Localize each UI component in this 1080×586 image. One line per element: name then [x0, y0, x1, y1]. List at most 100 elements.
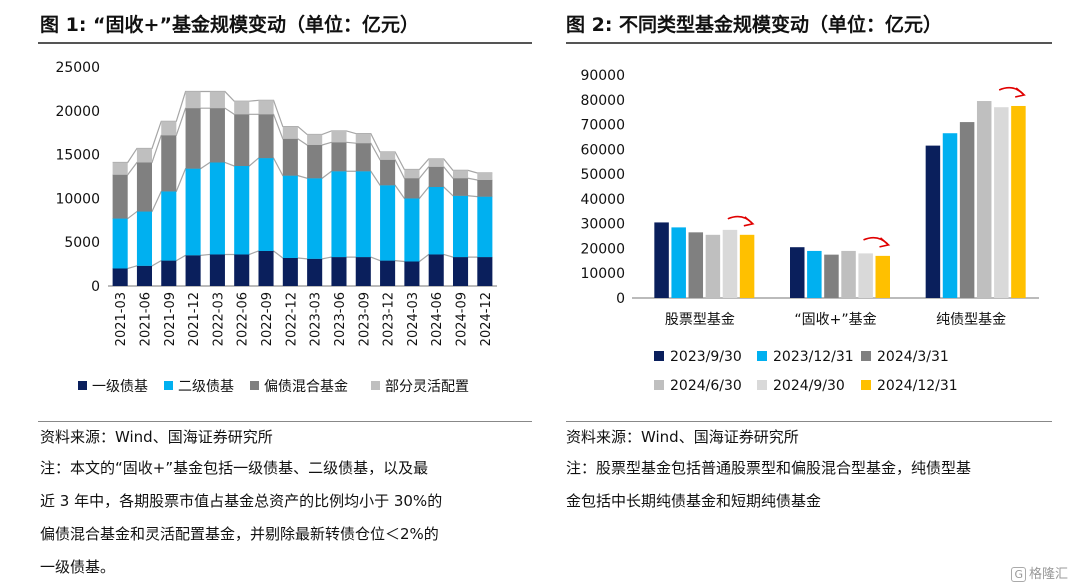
x-tick-label: 股票型基金 [665, 311, 735, 328]
x-tick-label: 2024-03 [406, 292, 421, 346]
bar-segment [404, 178, 420, 199]
bar-segment [452, 195, 469, 258]
bar-segment [477, 172, 493, 181]
bar [858, 253, 873, 298]
bar [841, 250, 856, 298]
legend-label: 2024/6/30 [670, 378, 742, 394]
legend-swatch [371, 381, 380, 390]
bar-segment [258, 114, 274, 159]
note-right-line: 注：股票型基金包括普通股票型和偏股混合型基金，纯债型基 [566, 459, 972, 477]
bar-segment [161, 135, 177, 192]
bar-segment [234, 114, 250, 166]
bar [875, 255, 890, 298]
bar-segment [185, 91, 201, 109]
watermark-logo: G 格隆汇 [1011, 563, 1068, 582]
bar-segment [331, 257, 347, 286]
source-left: 资料来源：Wind、国海证券研究所 [40, 428, 273, 446]
x-tick-label: 2024-09 [455, 292, 470, 346]
bar [959, 122, 975, 298]
bar-segment [282, 126, 298, 139]
bar-segment [258, 158, 274, 251]
legend-label: 2024/12/31 [877, 378, 958, 394]
bar [824, 254, 839, 298]
bar-segment [477, 257, 493, 286]
bar-segment [136, 211, 153, 266]
bar-segment [428, 166, 444, 188]
bar-segment [136, 265, 153, 286]
bar-segment [258, 250, 274, 286]
bar-segment [161, 121, 177, 136]
y-tick-label: 40000 [580, 192, 625, 208]
bar-segment [477, 196, 493, 258]
bar-segment [380, 185, 396, 261]
y-tick-label: 20000 [580, 241, 625, 257]
note-right-line: 金包括中长期纯债基金和短期纯债基金 [566, 492, 822, 510]
y-tick-label: 5000 [64, 235, 100, 251]
note-left-line: 偏债混合基金和灵活配置基金，并剔除最新转债仓位＜2%的 [40, 525, 439, 543]
y-tick-label: 30000 [580, 217, 625, 233]
bar-segment [307, 258, 323, 286]
bar-segment [477, 180, 493, 197]
bar [688, 232, 704, 298]
y-tick-label: 70000 [580, 118, 625, 134]
x-tick-label: 2022-06 [236, 292, 251, 346]
connector-line-一级债基 [112, 250, 493, 270]
bar [705, 234, 721, 298]
note-right: 注：股票型基金包括普通股票型和偏股混合型基金，纯债型基 金包括中长期纯债基金和短… [566, 452, 1066, 518]
chart2-title: 图 2: 不同类型基金规模变动（单位：亿元） [566, 14, 943, 36]
y-tick-label: 20000 [55, 104, 100, 120]
bar [790, 247, 805, 298]
legend-label: 2023/12/31 [773, 349, 854, 365]
y-tick-label: 0 [616, 291, 625, 307]
bar [942, 133, 958, 298]
note-left-line: 一级债基。 [40, 558, 116, 576]
y-tick-label: 10000 [580, 266, 625, 282]
note-left: 注：本文的“固收+”基金包括一级债基、二级债基，以及最 近 3 年中，各期股票市… [40, 452, 540, 584]
trend-arrow-head [879, 237, 891, 248]
trend-arrow-head [1014, 87, 1026, 98]
x-tick-label: 2022-12 [284, 292, 299, 346]
bar-segment [452, 170, 469, 179]
bar-segment [331, 171, 347, 258]
title-rule-right [566, 42, 1052, 44]
legend-swatch [654, 351, 664, 361]
bar-segment [355, 143, 371, 172]
connector-line-二级债基 [112, 157, 493, 220]
chart2-svg: 0 10000 20000 30000 40000 50000 60000 70000 8000… [580, 68, 1039, 394]
bar-segment [307, 134, 323, 145]
legend-label: 2023/9/30 [670, 349, 742, 365]
bar-segment [209, 162, 225, 255]
trend-arrow-head [743, 216, 755, 227]
bar-segment [404, 198, 420, 262]
bar-segment [112, 218, 128, 269]
x-tick-label: 2024-12 [479, 292, 494, 346]
bar-segment [428, 158, 444, 167]
bar-segment [185, 168, 201, 256]
legend-swatch [757, 380, 767, 390]
connector-line-部分灵活配置 [112, 90, 493, 174]
watermark-text: 格隆汇 [1028, 567, 1068, 582]
bar-segment [112, 162, 128, 175]
x-tick-label: 2022-09 [260, 292, 275, 346]
bar-segment [258, 100, 274, 115]
bar [807, 250, 822, 298]
bar-segment [452, 257, 469, 286]
x-tick-label: 2021-06 [138, 292, 153, 346]
bar [739, 234, 755, 298]
legend-swatch [250, 381, 259, 390]
bar-segment [404, 169, 420, 179]
x-tick-label: 2021-09 [163, 292, 178, 346]
y-tick-label: 60000 [580, 142, 625, 158]
legend-swatch [164, 381, 173, 390]
bar [1011, 105, 1026, 298]
legend-swatch [78, 381, 87, 390]
bar [654, 222, 669, 298]
bar-segment [136, 162, 153, 212]
watermark-icon: G [1011, 567, 1026, 582]
bar-segment [355, 257, 371, 286]
bar-segment [112, 268, 128, 286]
bar-segment [209, 91, 225, 109]
x-tick-label: 2023-09 [357, 292, 372, 346]
legend-swatch [757, 351, 767, 361]
bar-segment [234, 101, 250, 115]
